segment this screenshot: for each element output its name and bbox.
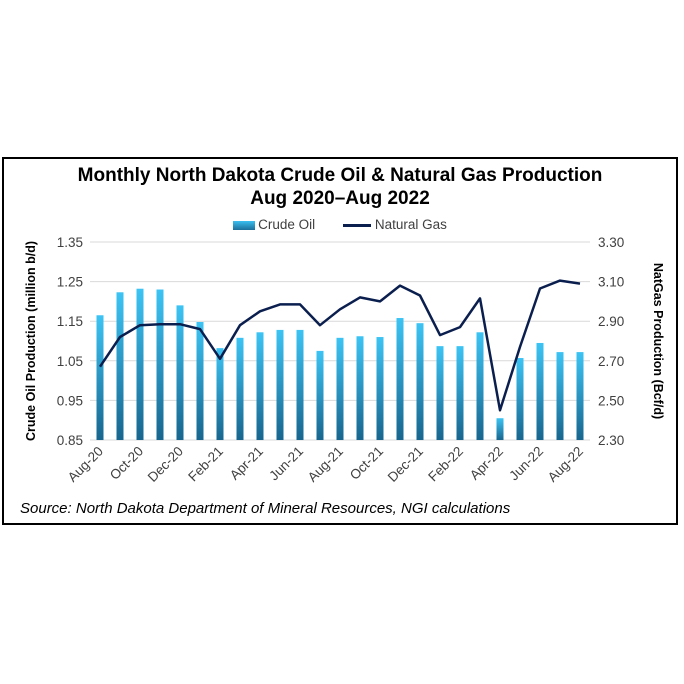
legend-swatch-crude-oil: [233, 220, 256, 230]
bar-crude-oil: [516, 358, 524, 440]
y-right-tick-label: 3.30: [598, 235, 624, 250]
y-left-axis-title: Crude Oil Production (million b/d): [24, 241, 38, 441]
bar-crude-oil: [196, 321, 204, 440]
y-left-tick-label: 1.25: [57, 275, 83, 290]
x-tick-label: Apr-22: [467, 444, 506, 483]
x-tick-label: Aug-22: [545, 444, 586, 485]
bar-crude-oil: [496, 418, 504, 440]
chart-title: Monthly North Dakota Crude Oil & Natural…: [77, 165, 603, 186]
legend: Crude Oil Natural Gas: [4, 216, 676, 232]
y-right-tick-label: 2.70: [598, 354, 624, 369]
bar-crude-oil: [256, 332, 264, 440]
bar-crude-oil: [556, 352, 564, 440]
bar-crude-oil: [136, 288, 144, 440]
y-left-tick-label: 1.15: [57, 314, 83, 329]
x-tick-label: Feb-22: [425, 444, 466, 485]
bar-crude-oil: [536, 342, 544, 440]
bar-crude-oil: [436, 346, 444, 440]
bar-crude-oil: [416, 323, 424, 440]
x-tick-label: Jun-21: [266, 444, 306, 484]
x-tick-label: Apr-21: [227, 444, 266, 483]
x-tick-label: Oct-20: [107, 444, 146, 483]
legend-swatch-natural-gas: [342, 223, 371, 227]
bar-crude-oil: [336, 337, 344, 440]
legend-label-crude-oil: Crude Oil: [258, 216, 316, 232]
line-natural-gas: [98, 279, 581, 412]
x-tick-label: Jun-22: [506, 444, 546, 484]
y-right-tick-label: 2.30: [598, 433, 624, 448]
y-left-tick-label: 0.85: [57, 433, 83, 448]
bar-crude-oil: [116, 292, 124, 440]
x-tick-label: Aug-20: [65, 444, 106, 485]
x-tick-label: Feb-21: [185, 444, 226, 485]
chart-frame: Monthly North Dakota Crude Oil & Natural…: [2, 157, 678, 525]
y-left-tick-label: 1.05: [57, 354, 83, 369]
bar-crude-oil: [216, 348, 224, 440]
y-left-tick-label: 1.35: [57, 235, 83, 250]
source-note: Source: North Dakota Department of Miner…: [20, 500, 511, 517]
x-tick-label: Dec-20: [145, 444, 186, 485]
bar-crude-oil: [316, 350, 324, 440]
y-right-tick-label: 3.10: [598, 275, 624, 290]
bar-crude-oil: [456, 346, 464, 440]
y-right-axis-title: NatGas Production (Bcf/d): [651, 263, 665, 419]
chart-plot: 0.85 0.95 1.05 1.15 1.25 1.35 2.30 2.50 2.70 2.90…: [24, 235, 665, 485]
bar-crude-oil: [176, 305, 184, 440]
bar-crude-oil: [576, 352, 584, 440]
bar-crude-oil: [396, 318, 404, 440]
bar-crude-oil: [376, 337, 384, 440]
bar-crude-oil: [96, 315, 104, 440]
bar-crude-oil: [476, 332, 484, 440]
x-tick-label: Oct-21: [347, 444, 386, 483]
bar-crude-oil: [356, 336, 364, 440]
bar-crude-oil: [236, 337, 244, 440]
y-left-tick-label: 0.95: [57, 393, 83, 408]
legend-label-natural-gas: Natural Gas: [374, 216, 447, 232]
y-right-tick-label: 2.50: [598, 393, 624, 408]
bar-crude-oil: [156, 289, 164, 440]
x-tick-label: Aug-21: [305, 444, 346, 485]
x-tick-label: Dec-21: [385, 444, 426, 485]
bar-crude-oil: [276, 329, 284, 440]
chart-subtitle: Aug 2020–Aug 2022: [250, 188, 430, 209]
y-right-tick-label: 2.90: [598, 314, 624, 329]
bar-crude-oil: [296, 329, 304, 440]
legend-item-crude-oil: Crude Oil: [233, 217, 315, 232]
legend-item-natural-gas: Natural Gas: [342, 216, 447, 232]
